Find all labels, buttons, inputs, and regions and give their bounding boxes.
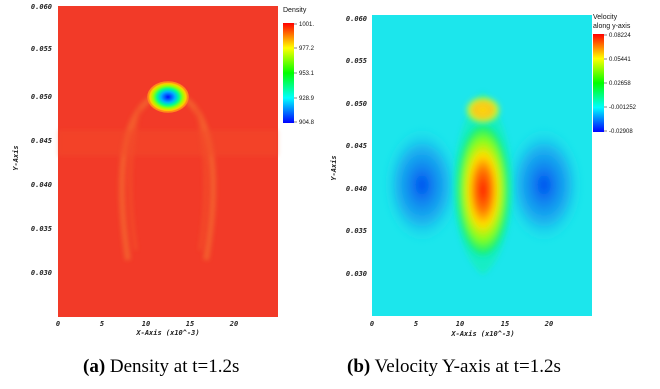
caption-a: (a) Density at t=1.2s (83, 356, 239, 378)
x-tick-label: 15 (501, 320, 509, 328)
y-tick-label: 0.045 (31, 137, 52, 145)
legend-tick-label: -0.001252 (609, 105, 637, 111)
y-tick-label: 0.050 (346, 100, 367, 108)
velocity-jet (455, 120, 511, 260)
x-tick-label: 0 (370, 320, 374, 328)
density-colorbar (283, 23, 294, 123)
density-legend-title: Density (283, 7, 307, 14)
density-y-ticks: 0.060 0.055 0.050 0.045 0.040 0.035 0.03… (31, 3, 52, 277)
y-tick-label: 0.040 (31, 181, 52, 189)
velocity-colorbar (593, 34, 604, 132)
velocity-legend: Velocity along y-axis 0.08224 0.05441 0.… (593, 14, 637, 135)
x-tick-label: 10 (142, 320, 150, 328)
legend-tick-label: 904.8 (299, 120, 315, 126)
velocity-y-axis-title: Y-Axis (330, 155, 338, 180)
velocity-legend-title-line2: along y-axis (593, 23, 631, 30)
density-x-ticks: 0 5 10 15 20 (56, 320, 238, 328)
velocity-downflow-left (382, 125, 462, 245)
velocity-figure: 0.060 0.055 0.050 0.045 0.040 0.035 0.03… (330, 14, 637, 338)
caption-a-label: (a) (83, 356, 106, 377)
legend-tick-label: 0.05441 (609, 57, 631, 63)
density-bubble (147, 81, 189, 113)
y-tick-label: 0.060 (31, 3, 52, 11)
y-tick-label: 0.030 (31, 269, 52, 277)
y-tick-label: 0.045 (346, 142, 367, 150)
legend-tick-label: 0.08224 (609, 33, 631, 39)
y-tick-label: 0.035 (346, 227, 367, 235)
legend-tick-label: 1001. (299, 22, 314, 28)
panel-velocity: 0.060 0.055 0.050 0.045 0.040 0.035 0.03… (330, 0, 660, 389)
caption-b: (b) Velocity Y-axis at t=1.2s (347, 356, 561, 378)
y-tick-label: 0.030 (346, 270, 367, 278)
caption-b-label: (b) (347, 356, 371, 377)
y-tick-label: 0.035 (31, 225, 52, 233)
x-tick-label: 0 (56, 320, 60, 328)
velocity-x-ticks: 0 5 10 15 20 (370, 320, 553, 328)
density-y-axis-title: Y-Axis (12, 145, 20, 170)
panel-density: 0.060 0.055 0.050 0.045 0.040 0.035 0.03… (12, 3, 315, 378)
x-tick-label: 10 (456, 320, 464, 328)
x-tick-label: 5 (414, 320, 418, 328)
density-figure: 0.060 0.055 0.050 0.045 0.040 0.035 0.03… (12, 3, 315, 337)
caption-a-text: Density at t=1.2s (109, 356, 240, 377)
velocity-y-ticks: 0.060 0.055 0.050 0.045 0.040 0.035 0.03… (346, 15, 367, 278)
velocity-x-axis-title: X-Axis (x10^-3) (450, 330, 514, 338)
density-wake (58, 92, 278, 261)
density-plot-area (58, 6, 278, 317)
density-legend: Density 1001. 977.2 953.1 928.9 904.8 (283, 7, 315, 126)
velocity-legend-title-line1: Velocity (593, 14, 618, 21)
y-tick-label: 0.040 (346, 185, 367, 193)
legend-tick-label: 977.2 (299, 46, 315, 52)
y-tick-label: 0.050 (31, 93, 52, 101)
caption-b-text: Velocity Y-axis at t=1.2s (374, 356, 561, 377)
y-tick-label: 0.055 (346, 57, 367, 65)
y-tick-label: 0.060 (346, 15, 367, 23)
legend-tick-label: 928.9 (299, 96, 315, 102)
velocity-cap (465, 96, 501, 124)
x-tick-label: 20 (229, 320, 238, 328)
x-tick-label: 20 (544, 320, 553, 328)
legend-tick-label: 953.1 (299, 71, 315, 77)
x-tick-label: 5 (100, 320, 104, 328)
velocity-downflow-right (504, 125, 584, 245)
legend-tick-label: -0.02908 (609, 129, 633, 135)
x-tick-label: 15 (186, 320, 194, 328)
y-tick-label: 0.055 (31, 45, 52, 53)
legend-tick-label: 0.02658 (609, 81, 631, 87)
density-x-axis-title: X-Axis (x10^-3) (135, 329, 199, 337)
